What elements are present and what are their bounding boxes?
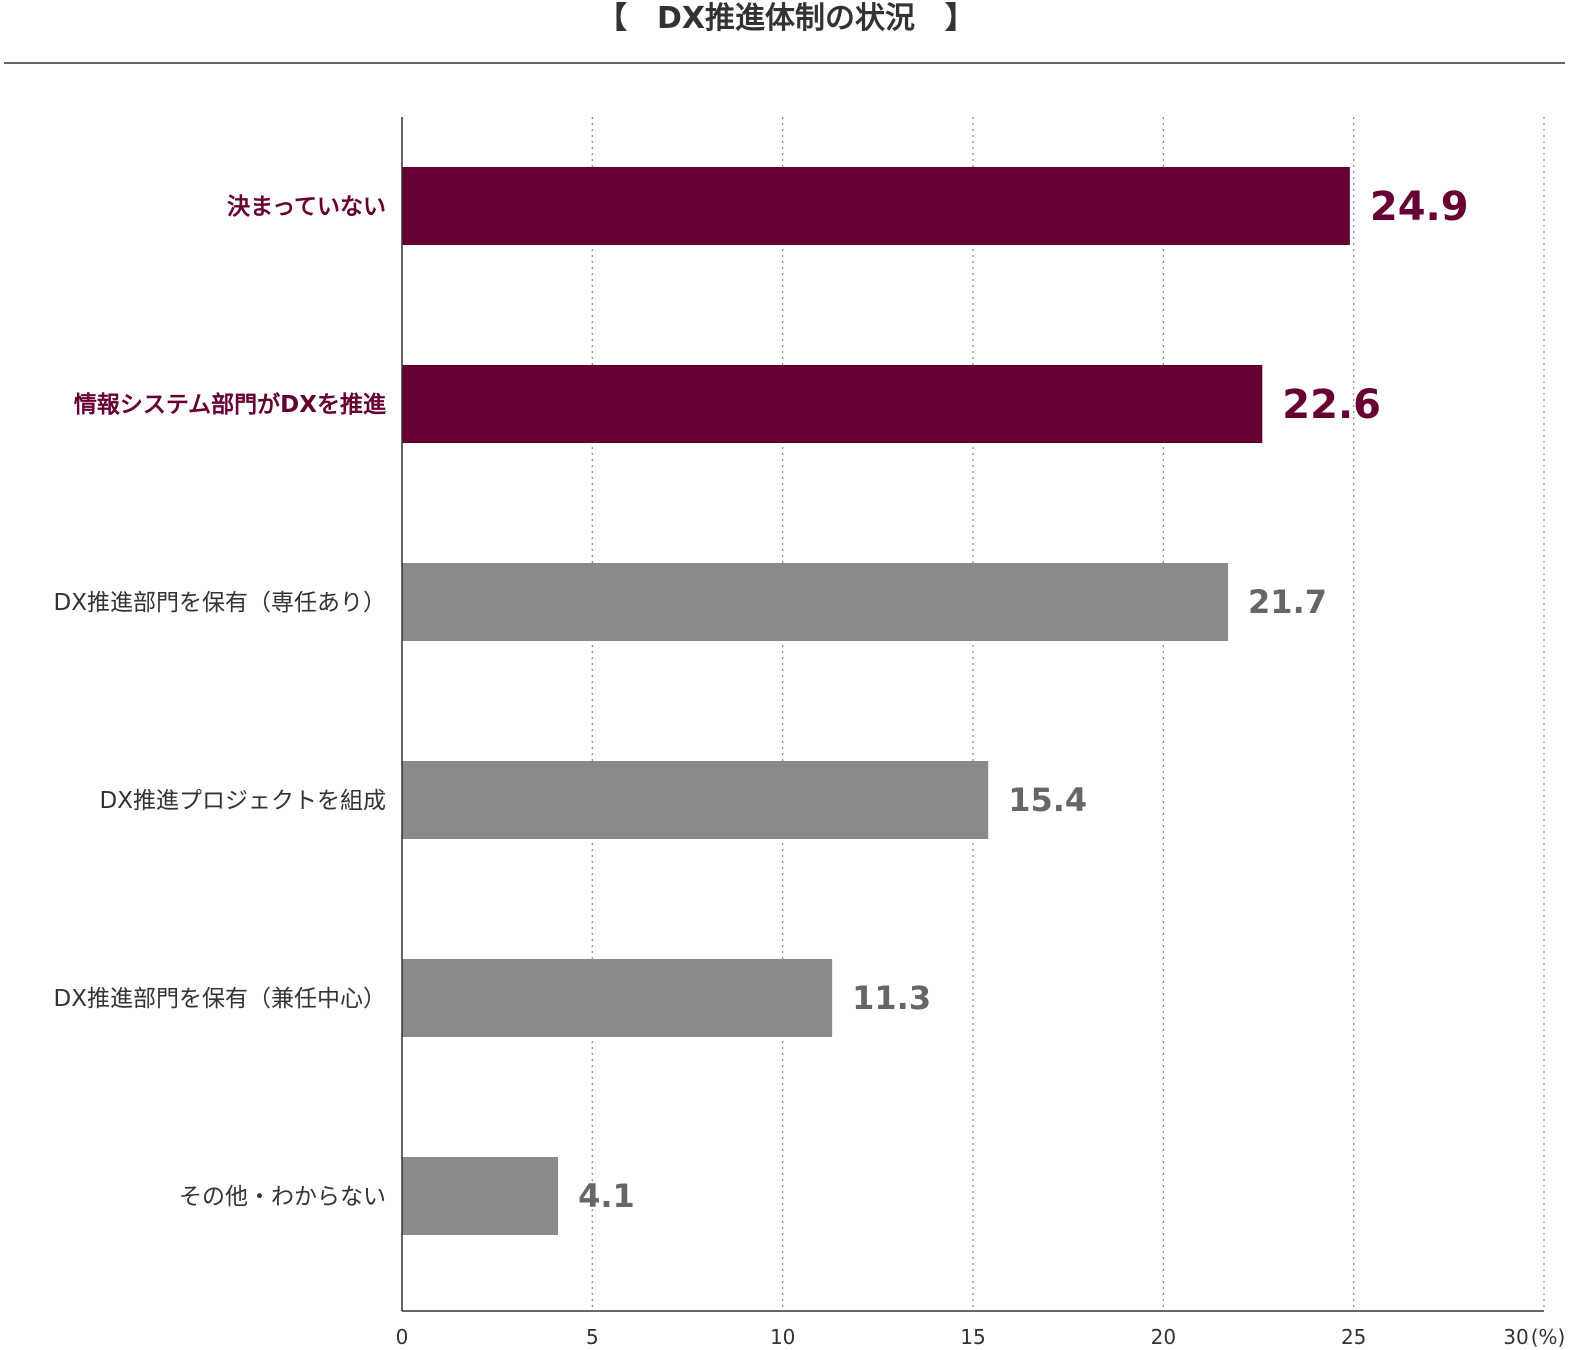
x-tick-label: 5 [586,1325,599,1349]
bar [402,563,1229,641]
chart-title: 【 DX推進体制の状況 】 [597,1,975,36]
value-label: 4.1 [578,1177,635,1215]
value-label: 11.3 [852,979,931,1017]
bar [402,365,1263,443]
x-unit-label: (%) [1531,1325,1566,1349]
x-tick-label: 20 [1151,1325,1176,1349]
axes [401,117,1544,1312]
category-label: 情報システム部門がDXを推進 [74,391,386,418]
value-label: 22.6 [1282,382,1381,428]
bar [402,761,989,839]
category-label: DX推進部門を保有（専任あり） [54,590,386,616]
category-label: 決まっていない [227,194,386,220]
labels: 0 5 10 15 20 25 30 決まっていない 24.9 情報システム部門がDXを推進 22.… [54,184,1529,1349]
bar [402,1157,559,1235]
x-tick-label: 15 [960,1325,985,1349]
value-label: 21.7 [1248,583,1327,621]
category-label: DX推進部門を保有（兼任中心） [54,986,386,1012]
x-tick-label: 0 [396,1325,409,1349]
bar [402,959,833,1037]
x-tick-label: 30 [1503,1325,1528,1349]
grid-lines [591,117,1545,1311]
x-tick-label: 25 [1341,1325,1366,1349]
category-label: DX推進プロジェクトを組成 [100,788,386,814]
value-label: 24.9 [1370,184,1469,230]
x-tick-label: 10 [770,1325,795,1349]
value-label: 15.4 [1008,781,1087,819]
category-label: その他・わからない [179,1184,386,1210]
bar [402,167,1350,245]
bars [402,167,1350,1235]
